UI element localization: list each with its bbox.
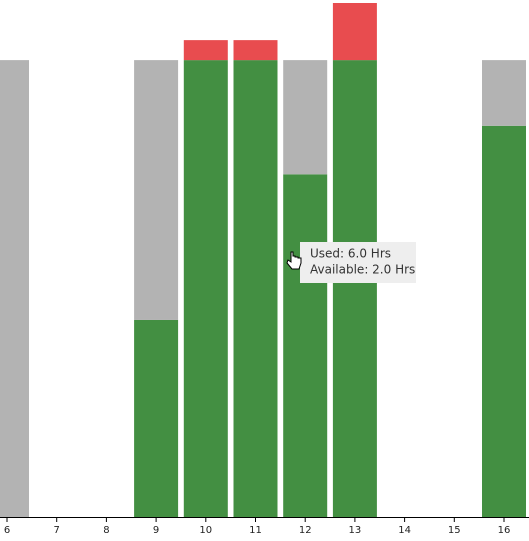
bar-segment	[332, 3, 377, 61]
bar-segment	[482, 125, 526, 518]
bar-segment	[283, 60, 328, 175]
x-tick-label: 13	[349, 525, 362, 536]
x-tick-label: 11	[249, 525, 262, 536]
tooltip-line: Used: 6.0 Hrs	[310, 247, 391, 261]
bar-segment	[134, 60, 179, 320]
bar-segment	[233, 60, 278, 517]
bar-segment	[183, 40, 228, 61]
bar-segment	[134, 319, 179, 517]
bar-segment	[233, 40, 278, 61]
bar-segment	[482, 60, 526, 126]
x-tick-label: 10	[199, 525, 212, 536]
bar-segment	[183, 60, 228, 517]
x-tick-label: 12	[299, 525, 312, 536]
x-tick-label: 16	[498, 525, 511, 536]
x-tick-label: 7	[54, 525, 60, 536]
bar-segment	[283, 174, 328, 518]
bar-segment	[0, 60, 29, 517]
tooltip-box	[300, 242, 416, 283]
tooltip: Used: 6.0 Hrs Available: 2.0 Hrs	[300, 242, 416, 283]
tooltip-line: Available: 2.0 Hrs	[310, 263, 415, 277]
cursor	[286, 251, 302, 270]
x-tick-label: 6	[4, 525, 10, 536]
x-tick-label: 14	[398, 525, 411, 536]
x-tick-label: 8	[103, 525, 109, 536]
x-tick-label: 9	[153, 525, 159, 536]
bar-segment	[332, 60, 377, 517]
x-tick-label: 15	[448, 525, 461, 536]
